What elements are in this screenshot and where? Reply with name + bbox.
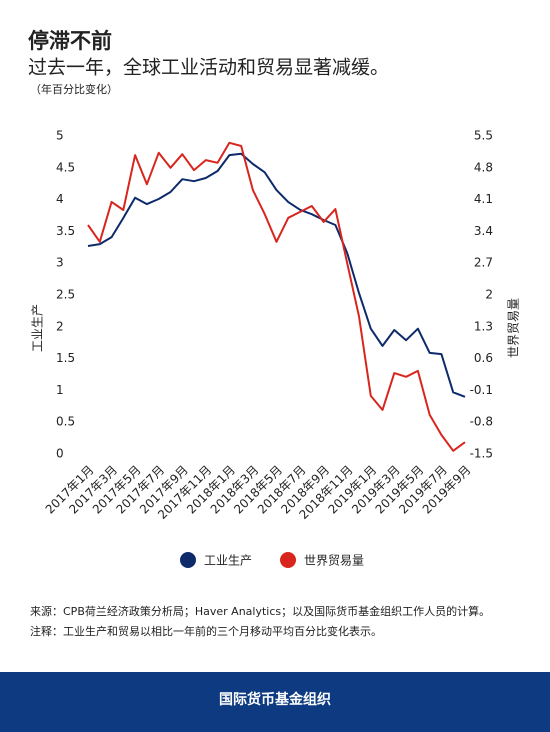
y-tick-label: 0.5 — [56, 415, 75, 429]
series-line — [87, 152, 466, 398]
y-tick-label: 1.5 — [56, 351, 75, 365]
y-tick-label: 2 — [56, 319, 64, 333]
y2-tick-label: 2.7 — [474, 256, 493, 270]
unit-note: （年百分比变化） — [30, 82, 118, 96]
y2-tick-label: -1.5 — [470, 447, 493, 461]
y2-tick-label: 0.6 — [474, 351, 493, 365]
y-tick-label: 3.5 — [56, 224, 75, 238]
legend-marker — [280, 552, 297, 568]
y2-tick-label: 2 — [485, 288, 493, 302]
footer-text: 国际货币基金组织 — [219, 691, 331, 708]
series-line — [87, 141, 466, 452]
note: 注释：工业生产和贸易以相比一年前的三个月移动平均百分比变化表示。 — [30, 624, 382, 638]
chart-subtitle: 过去一年，全球工业活动和贸易显著减缓。 — [28, 57, 389, 79]
y-tick-label: 2.5 — [56, 288, 75, 302]
y-tick-label: 4 — [56, 192, 64, 206]
y2-tick-label: 5.5 — [474, 129, 493, 143]
y-tick-label: 3 — [56, 256, 64, 270]
y-tick-label: 5 — [56, 129, 64, 143]
y2-tick-label: 4.1 — [474, 192, 493, 206]
y2-tick-label: -0.1 — [470, 383, 493, 397]
legend-label: 世界贸易量 — [304, 554, 364, 568]
source: 来源：CPB荷兰经济政策分析局；Haver Analytics；以及国际货币基金… — [30, 604, 490, 618]
y-axis-label: 工业生产 — [31, 304, 45, 352]
legend-label: 工业生产 — [204, 554, 252, 568]
y2-axis-label: 世界贸易量 — [507, 298, 521, 358]
y2-tick-label: -0.8 — [470, 415, 493, 429]
legend-marker — [180, 552, 196, 568]
y2-tick-label: 1.3 — [474, 319, 493, 333]
y-tick-label: 1 — [56, 383, 64, 397]
y2-tick-label: 4.8 — [474, 160, 493, 174]
y-tick-label: 0 — [56, 447, 64, 461]
footer-bar — [0, 672, 550, 732]
y-tick-label: 4.5 — [56, 160, 75, 174]
y2-tick-label: 3.4 — [474, 224, 493, 238]
chart-title: 停滞不前 — [28, 29, 112, 53]
